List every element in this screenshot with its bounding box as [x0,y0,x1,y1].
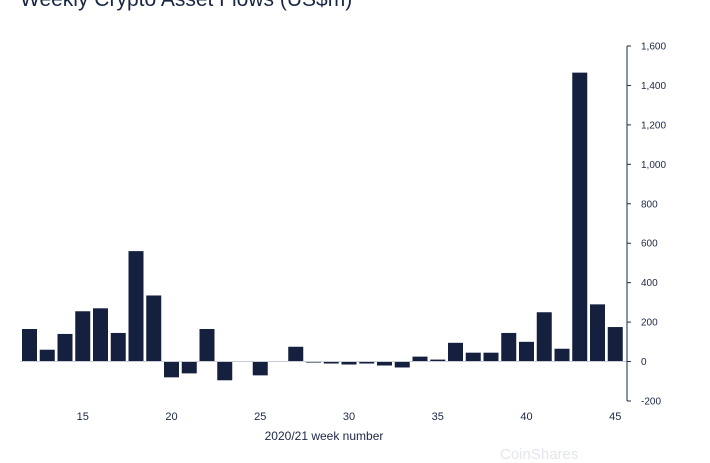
bar-week-15 [75,311,91,362]
bar-week-13 [39,349,55,362]
y-tick-label: 800 [641,199,658,210]
bar-week-19 [146,295,162,362]
bar-week-44 [590,304,605,362]
y-axis: -200 0 200 400 600 800 1,000 1,200 1,400 1,600 [626,42,666,408]
y-tick-label: -200 [641,397,661,408]
bar-week-16 [93,308,108,362]
bar-week-18 [128,251,144,362]
bar-week-20 [164,361,179,378]
bar-week-45 [607,327,623,362]
x-tick-label: 20 [165,411,177,423]
bar-week-35 [430,359,446,362]
bars-group [22,72,623,381]
bar-week-39 [501,332,517,362]
x-tick-label: 30 [343,411,355,423]
bar-week-29 [323,361,339,364]
bar-week-21 [181,361,197,374]
watermark-logo: CoinShares [500,446,579,463]
bar-week-38 [483,352,499,362]
bar-week-14 [57,333,73,362]
bar-week-33 [394,361,410,368]
bar-week-42 [554,348,570,362]
bar-week-31 [359,361,375,364]
chart-title: Weekly Crypto Asset Flows (US$m) [20,0,352,12]
bar-week-43 [572,72,588,362]
y-tick-label: 1,600 [641,42,666,53]
bar-week-41 [536,312,552,362]
y-tick-label: 400 [641,278,658,289]
bar-week-22 [199,329,215,362]
bar-week-17 [110,332,126,362]
bar-week-23 [217,361,233,381]
y-tick-label: 1,200 [641,120,666,131]
x-tick-label: 25 [254,411,266,423]
bar-week-25 [252,361,268,376]
x-tick-label: 35 [432,411,444,423]
y-tick-label: 200 [641,318,658,329]
bar-week-40 [519,341,534,362]
y-tick-label: 1,400 [641,81,666,92]
y-tick-label: 1,000 [641,160,666,171]
y-tick-label: 0 [641,357,647,368]
bar-week-37 [465,352,481,362]
bar-week-34 [412,356,428,362]
bar-week-32 [377,361,392,366]
x-axis: 15 20 25 30 35 40 45 [77,411,622,423]
x-tick-label: 45 [609,411,621,423]
bar-week-27 [288,346,304,362]
x-tick-label: 15 [77,411,89,423]
x-tick-label: 40 [520,411,532,423]
y-tick-label: 600 [641,239,658,250]
bar-week-36 [448,342,463,362]
bar-week-30 [341,361,357,365]
x-axis-label: 2020/21 week number [265,429,384,443]
bar-week-12 [22,329,37,362]
